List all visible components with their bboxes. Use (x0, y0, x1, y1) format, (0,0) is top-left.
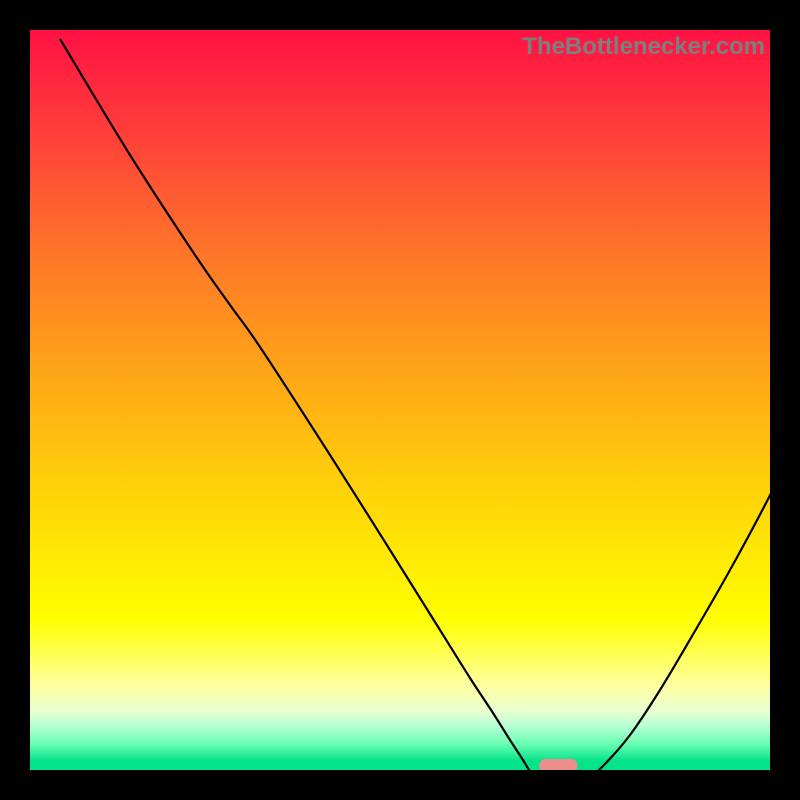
bottleneck-curve (60, 39, 800, 792)
bottleneck-marker (539, 759, 577, 772)
curve-svg (0, 0, 800, 800)
